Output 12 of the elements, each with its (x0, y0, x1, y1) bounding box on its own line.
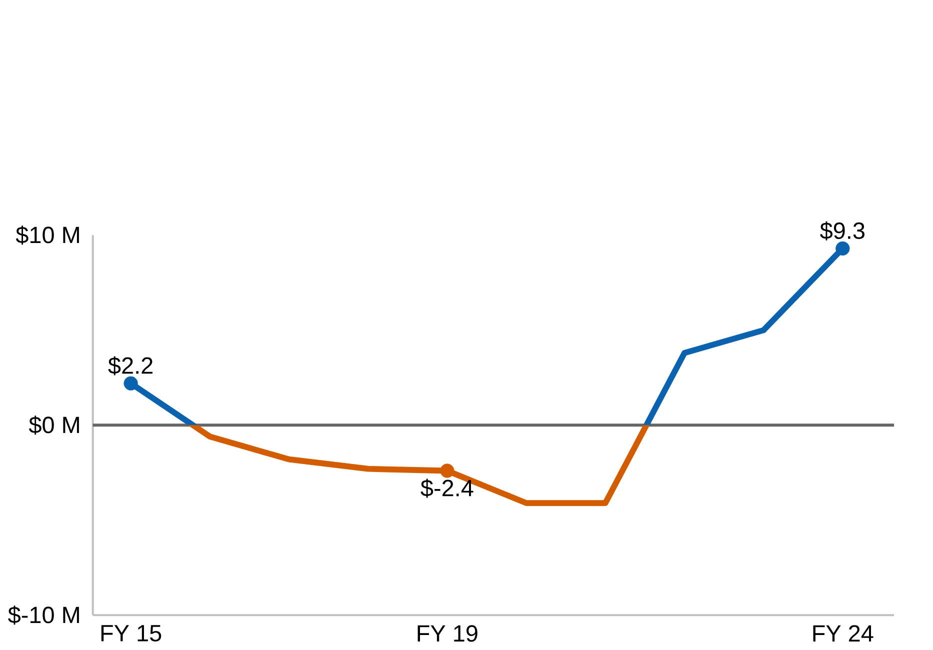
point (440, 464, 454, 478)
data-label: $2.2 (108, 356, 152, 376)
x-tick-label: FY 24 (813, 625, 874, 642)
data-label: $-2.4 (420, 479, 474, 498)
x-tick-label: FY 19 (418, 625, 478, 642)
data-label: $9.3 (820, 222, 864, 241)
y-tick-label: $0 M (28, 416, 79, 435)
y-tick-label: $-10 M (8, 606, 79, 625)
point (836, 242, 850, 256)
point (124, 376, 138, 391)
x-tick-label: FY 15 (101, 625, 162, 642)
y-tick-label: $10 M (16, 226, 79, 245)
